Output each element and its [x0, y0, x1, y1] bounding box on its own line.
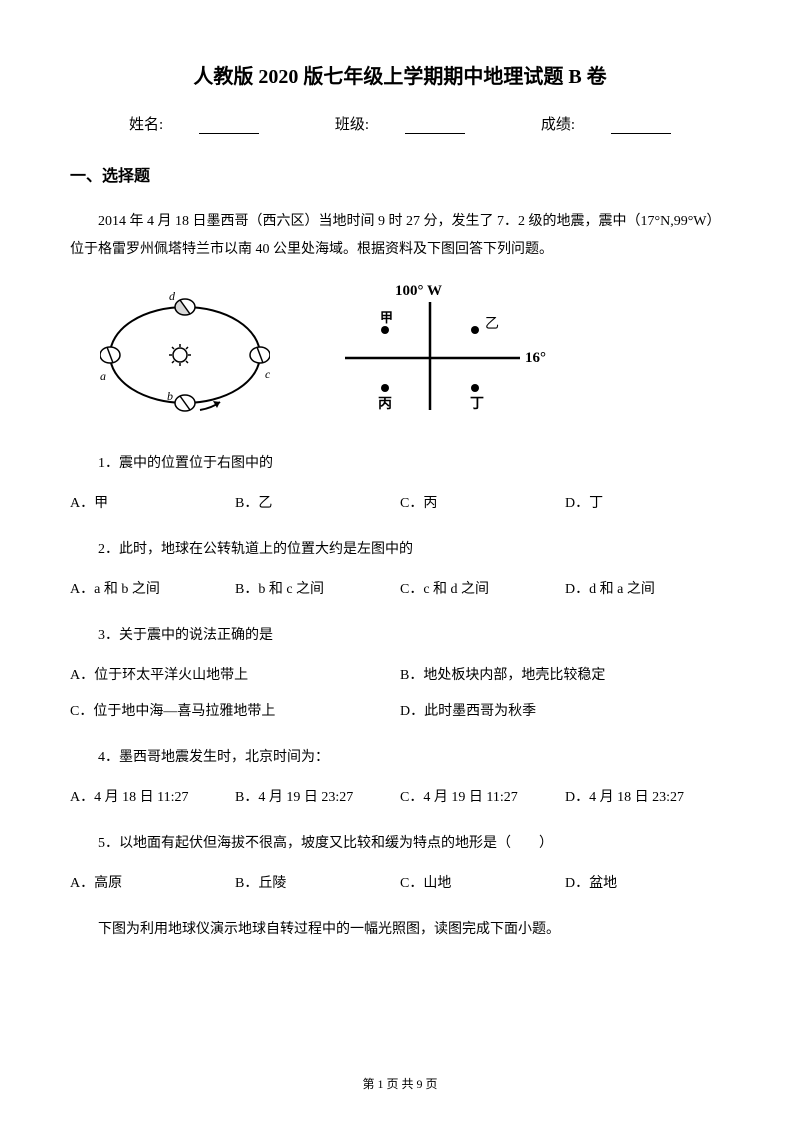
question-2-options: A．a 和 b 之间 B．b 和 c 之间 C．c 和 d 之间 D．d 和 a… — [70, 576, 730, 604]
orbit-label-b: b — [167, 389, 173, 403]
question-5: 5．以地面有起伏但海拔不很高，坡度又比较和缓为特点的地形是（ ） — [70, 830, 730, 858]
question-1-num: 1 — [98, 456, 105, 471]
question-3-options-row2: C．位于地中海—喜马拉雅地带上 D．此时墨西哥为秋季 — [70, 698, 730, 726]
class-field: 班级: — [317, 117, 483, 133]
q2-opt-a: A．a 和 b 之间 — [70, 576, 235, 604]
question-3-text: ．关于震中的说法正确的是 — [105, 628, 273, 643]
q4-opt-c: C．4 月 19 日 11:27 — [400, 784, 565, 812]
q5-opt-c: C．山地 — [400, 870, 565, 898]
q5-opt-a: A．高原 — [70, 870, 235, 898]
q1-opt-c: C．丙 — [400, 490, 565, 518]
q3-opt-a: A．位于环太平洋火山地带上 — [70, 662, 400, 690]
question-5-text: ．以地面有起伏但海拔不很高，坡度又比较和缓为特点的地形是（ ） — [105, 836, 553, 851]
question-4: 4．墨西哥地震发生时，北京时间为： — [70, 744, 730, 772]
q5-opt-b: B．丘陵 — [235, 870, 400, 898]
coord-dot-bottomright: 丁 — [470, 397, 484, 412]
q1-opt-a: A．甲 — [70, 490, 235, 518]
score-label: 成绩: — [541, 117, 575, 133]
question-1-text: ．震中的位置位于右图中的 — [105, 456, 273, 471]
coord-dot-bottomleft: 丙 — [378, 396, 392, 412]
question-2-text: ．此时，地球在公转轨道上的位置大约是左图中的 — [105, 542, 413, 557]
orbit-label-a: a — [100, 369, 106, 383]
orbit-label-c: c — [265, 367, 270, 381]
q2-opt-d: D．d 和 a 之间 — [565, 576, 730, 604]
question-5-options: A．高原 B．丘陵 C．山地 D．盆地 — [70, 870, 730, 898]
q4-opt-d: D．4 月 18 日 23:27 — [565, 784, 730, 812]
q1-opt-d: D．丁 — [565, 490, 730, 518]
question-4-options: A．4 月 18 日 11:27 B．4 月 19 日 23:27 C．4 月 … — [70, 784, 730, 812]
score-underline — [611, 120, 671, 134]
q2-opt-c: C．c 和 d 之间 — [400, 576, 565, 604]
intro-paragraph: 2014 年 4 月 18 日墨西哥（西六区）当地时间 9 时 27 分，发生了… — [70, 208, 730, 264]
class-label: 班级: — [335, 117, 369, 133]
name-underline — [199, 120, 259, 134]
q5-opt-d: D．盆地 — [565, 870, 730, 898]
class-underline — [405, 120, 465, 134]
q3-opt-b: B．地处板块内部，地壳比较稳定 — [400, 662, 730, 690]
question-3: 3．关于震中的说法正确的是 — [70, 622, 730, 650]
section-heading: 一、选择题 — [70, 162, 730, 186]
question-5-num: 5 — [98, 836, 105, 851]
student-info-line: 姓名: 班级: 成绩: — [70, 113, 730, 134]
question-3-num: 3 — [98, 628, 105, 643]
coord-dot-topleft: 甲 — [380, 310, 393, 325]
q1-opt-b: B．乙 — [235, 490, 400, 518]
coordinate-diagram: 100° W 16° N 甲 乙 丙 丁 — [320, 280, 550, 430]
q4-opt-a: A．4 月 18 日 11:27 — [70, 784, 235, 812]
coord-dot-topright: 乙 — [485, 316, 499, 332]
question-2-num: 2 — [98, 542, 105, 557]
question-1: 1．震中的位置位于右图中的 — [70, 450, 730, 478]
question-3-options-row1: A．位于环太平洋火山地带上 B．地处板块内部，地壳比较稳定 — [70, 662, 730, 690]
q3-opt-c: C．位于地中海—喜马拉雅地带上 — [70, 698, 400, 726]
score-field: 成绩: — [523, 117, 689, 133]
coord-label-100w: 100° W — [395, 283, 442, 299]
diagram-container: d a c b 100° W 16° N 甲 乙 丙 丁 — [100, 280, 730, 430]
question-4-num: 4 — [98, 750, 105, 765]
trailing-paragraph: 下图为利用地球仪演示地球自转过程中的一幅光照图，读图完成下面小题。 — [70, 916, 730, 944]
page-title: 人教版 2020 版七年级上学期期中地理试题 B 卷 — [70, 60, 730, 89]
question-4-text: ．墨西哥地震发生时，北京时间为： — [105, 750, 329, 765]
orbit-label-d: d — [169, 290, 176, 303]
orbit-diagram: d a c b — [100, 290, 270, 420]
question-2: 2．此时，地球在公转轨道上的位置大约是左图中的 — [70, 536, 730, 564]
q3-opt-d: D．此时墨西哥为秋季 — [400, 698, 730, 726]
name-label: 姓名: — [129, 117, 163, 133]
name-field: 姓名: — [111, 117, 277, 133]
q2-opt-b: B．b 和 c 之间 — [235, 576, 400, 604]
coord-label-16n: 16° N — [525, 350, 550, 366]
question-1-options: A．甲 B．乙 C．丙 D．丁 — [70, 490, 730, 518]
q4-opt-b: B．4 月 19 日 23:27 — [235, 784, 400, 812]
page-footer: 第 1 页 共 9 页 — [0, 1075, 800, 1092]
